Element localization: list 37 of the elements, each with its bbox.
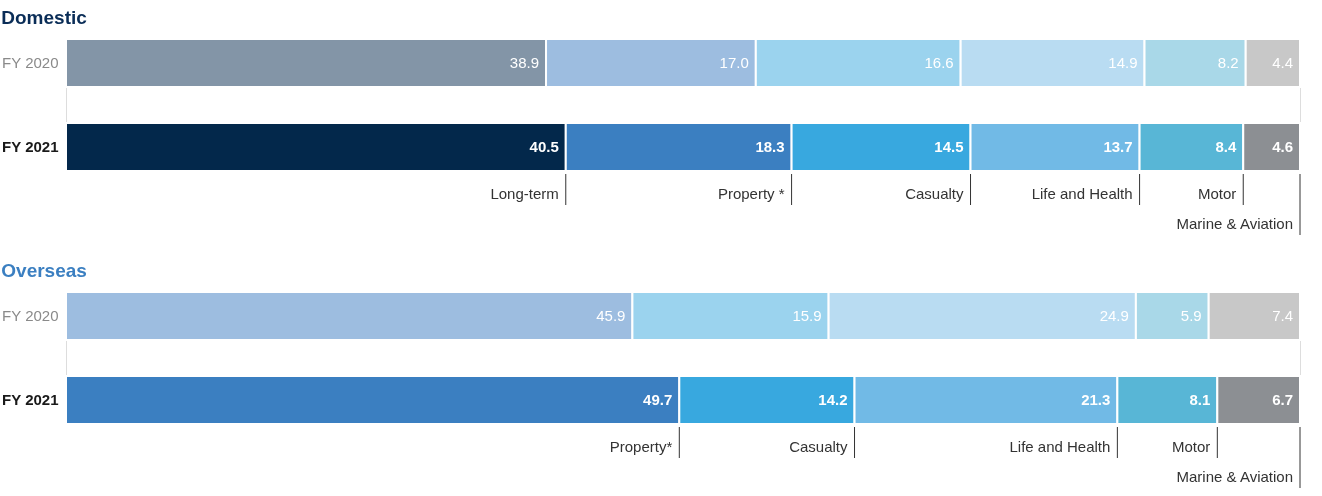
data-label: 5.9 [1180,306,1202,324]
data-label: 14.5 [934,138,964,156]
y-tick-label: FY 2021 [2,391,59,409]
series-label: Motor [1197,185,1237,202]
data-label: 8.1 [1189,391,1211,409]
data-label: 24.9 [1099,306,1129,324]
data-label: 4.6 [1272,138,1293,156]
y-tick-label: FY 2021 [2,138,59,156]
data-label: 18.3 [755,138,785,156]
series-label: Life and Health [1031,185,1133,202]
data-label: 13.7 [1103,138,1133,156]
series-label: Life and Health [1009,438,1111,455]
text: Marine & Aviation [1176,468,1293,485]
data-label: 15.9 [792,306,822,324]
y-tick-label: FY 2020 [2,53,59,71]
chart-title: Domestic [1,7,88,28]
series-label: Motor [1171,438,1211,455]
data-label: 38.9 [509,53,540,71]
y-tick-label: FY 2020 [2,306,59,324]
data-label: 45.9 [596,306,626,324]
chart-title: Overseas [1,260,87,281]
series-label: Property * [717,185,785,202]
data-label: 6.7 [1272,391,1293,409]
text: Marine & Aviation [1176,215,1293,232]
data-label: 21.3 [1081,391,1111,409]
data-label: 8.4 [1215,138,1237,156]
data-label: 14.2 [818,391,848,409]
series-label: Long-term [490,185,559,202]
series-label: Casualty [789,438,849,455]
data-label: 14.9 [1108,53,1138,71]
data-label: 16.6 [924,53,954,71]
data-label: 49.7 [643,391,673,409]
series-label: Casualty [905,185,965,202]
data-label: 8.2 [1217,53,1239,71]
data-label: 40.5 [529,138,559,156]
series-label: Property* [609,438,673,455]
data-label: 17.0 [719,53,749,71]
